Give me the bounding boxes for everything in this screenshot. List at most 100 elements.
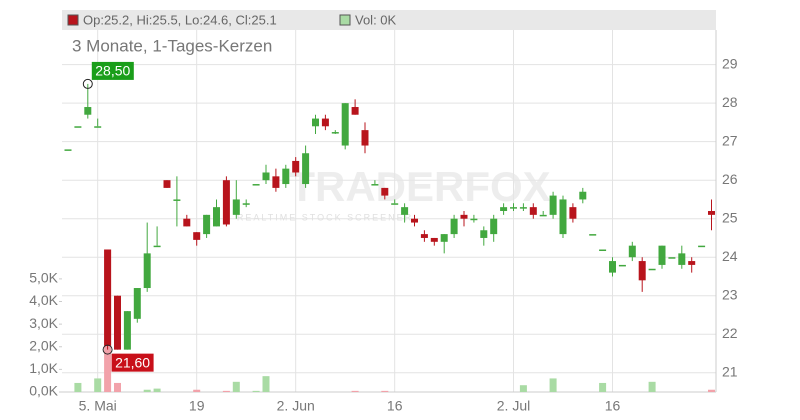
candle-body [252, 184, 260, 186]
candle-body [321, 118, 329, 127]
candle-body [648, 268, 656, 271]
candle-body [440, 234, 448, 242]
candle-body [510, 207, 517, 209]
y-tick-label: 23 [722, 286, 738, 302]
candle-body [628, 245, 636, 258]
candle-body [163, 180, 171, 188]
annotation-marker [82, 78, 93, 89]
chart-title: 3 Monate, 1-Tages-Kerzen [72, 36, 272, 55]
volume-bar [262, 376, 270, 392]
watermark-tagline: REALTIME STOCK SCREENER [237, 212, 413, 222]
header-volume: Vol: 0K [355, 12, 397, 27]
candle-body [688, 261, 696, 265]
candle-body [658, 245, 666, 265]
candle-body [331, 132, 339, 134]
candle-body [470, 218, 478, 221]
candle-body [84, 107, 92, 115]
candle-body [104, 249, 112, 346]
y2-tick-label: 5,0K [29, 270, 58, 286]
candle-body [183, 218, 191, 227]
candle-body [559, 199, 567, 235]
annotation-box [111, 353, 154, 372]
candle-body [222, 180, 230, 225]
candle-body [193, 232, 201, 240]
annotation-box [91, 61, 134, 80]
candle-body [430, 237, 438, 242]
candle-body [361, 130, 369, 146]
candle-body [74, 126, 82, 128]
candle-body [698, 245, 706, 248]
watermark: TRADERFOX [289, 163, 550, 210]
y-tick-label: 28 [722, 94, 738, 110]
y2-tick-label: 0,0K [29, 383, 58, 399]
x-tick-label: 2. Jun [277, 398, 315, 414]
header-bar [62, 10, 716, 30]
candle-body [668, 257, 676, 259]
candle-body [638, 261, 646, 281]
x-tick-label: 16 [387, 398, 403, 414]
volume-bar [193, 389, 201, 392]
candle-body [302, 153, 310, 185]
candle-body [282, 168, 290, 185]
candle-body [549, 195, 557, 215]
candle-body [64, 149, 72, 151]
candle-body [213, 207, 220, 227]
annotation-label: 28,50 [95, 63, 130, 79]
volume-bar [232, 381, 240, 392]
legend-swatch [67, 14, 79, 26]
volume-bar [351, 390, 359, 392]
y2-tick-label: 1,0K [29, 360, 58, 376]
legend-swatch [339, 14, 351, 26]
x-tick-label: 2. Jul [497, 398, 530, 414]
volume-bar [708, 389, 715, 392]
candle-body [292, 160, 300, 173]
candle-body [203, 214, 211, 235]
volume-bar [74, 382, 82, 392]
candle-body [371, 184, 379, 186]
volume-bar [94, 378, 102, 392]
volume-bar [143, 389, 151, 392]
y-tick-label: 27 [722, 132, 738, 148]
y-tick-label: 29 [722, 55, 738, 71]
y-tick-label: 21 [722, 363, 738, 379]
annotation-marker [102, 344, 113, 355]
y-tick-label: 24 [722, 248, 738, 264]
volume-bar [252, 390, 260, 392]
y-tick-label: 25 [722, 209, 738, 225]
candle-body [272, 176, 280, 188]
x-tick-label: 19 [189, 398, 205, 414]
candle-body [173, 199, 181, 201]
candle-body [381, 187, 389, 196]
candle-body [312, 118, 319, 127]
candle-body [232, 199, 240, 215]
candle-body [708, 211, 715, 215]
candle-body [589, 234, 597, 236]
header-ohlc: Op:25.2, Hi:25.5, Lo:24.6, Cl:25.1 [83, 12, 277, 27]
volume-bar [153, 388, 161, 392]
annotation-label: 21,60 [115, 354, 150, 370]
candle-body [579, 191, 587, 200]
candle-body [94, 126, 102, 128]
y-tick-label: 22 [722, 325, 738, 341]
candle-body [420, 234, 428, 238]
volume-bar [114, 382, 121, 392]
candle-body [618, 264, 626, 267]
candle-body [411, 218, 418, 223]
candle-body [569, 207, 577, 219]
volume-bar [519, 385, 527, 392]
candle-body [609, 261, 616, 273]
candle-body [460, 214, 468, 219]
volume-bar [222, 390, 230, 392]
candle-body [529, 207, 537, 215]
x-tick-label: 16 [605, 398, 621, 414]
volume-bar [381, 390, 389, 392]
candle-body [500, 207, 508, 211]
y-tick-label: 26 [722, 171, 738, 187]
candle-body [341, 103, 349, 146]
candle-body [450, 218, 458, 235]
candle-body [123, 311, 131, 350]
candle-body [401, 207, 409, 215]
candle-body [351, 107, 359, 115]
y2-tick-label: 4,0K [29, 292, 58, 308]
